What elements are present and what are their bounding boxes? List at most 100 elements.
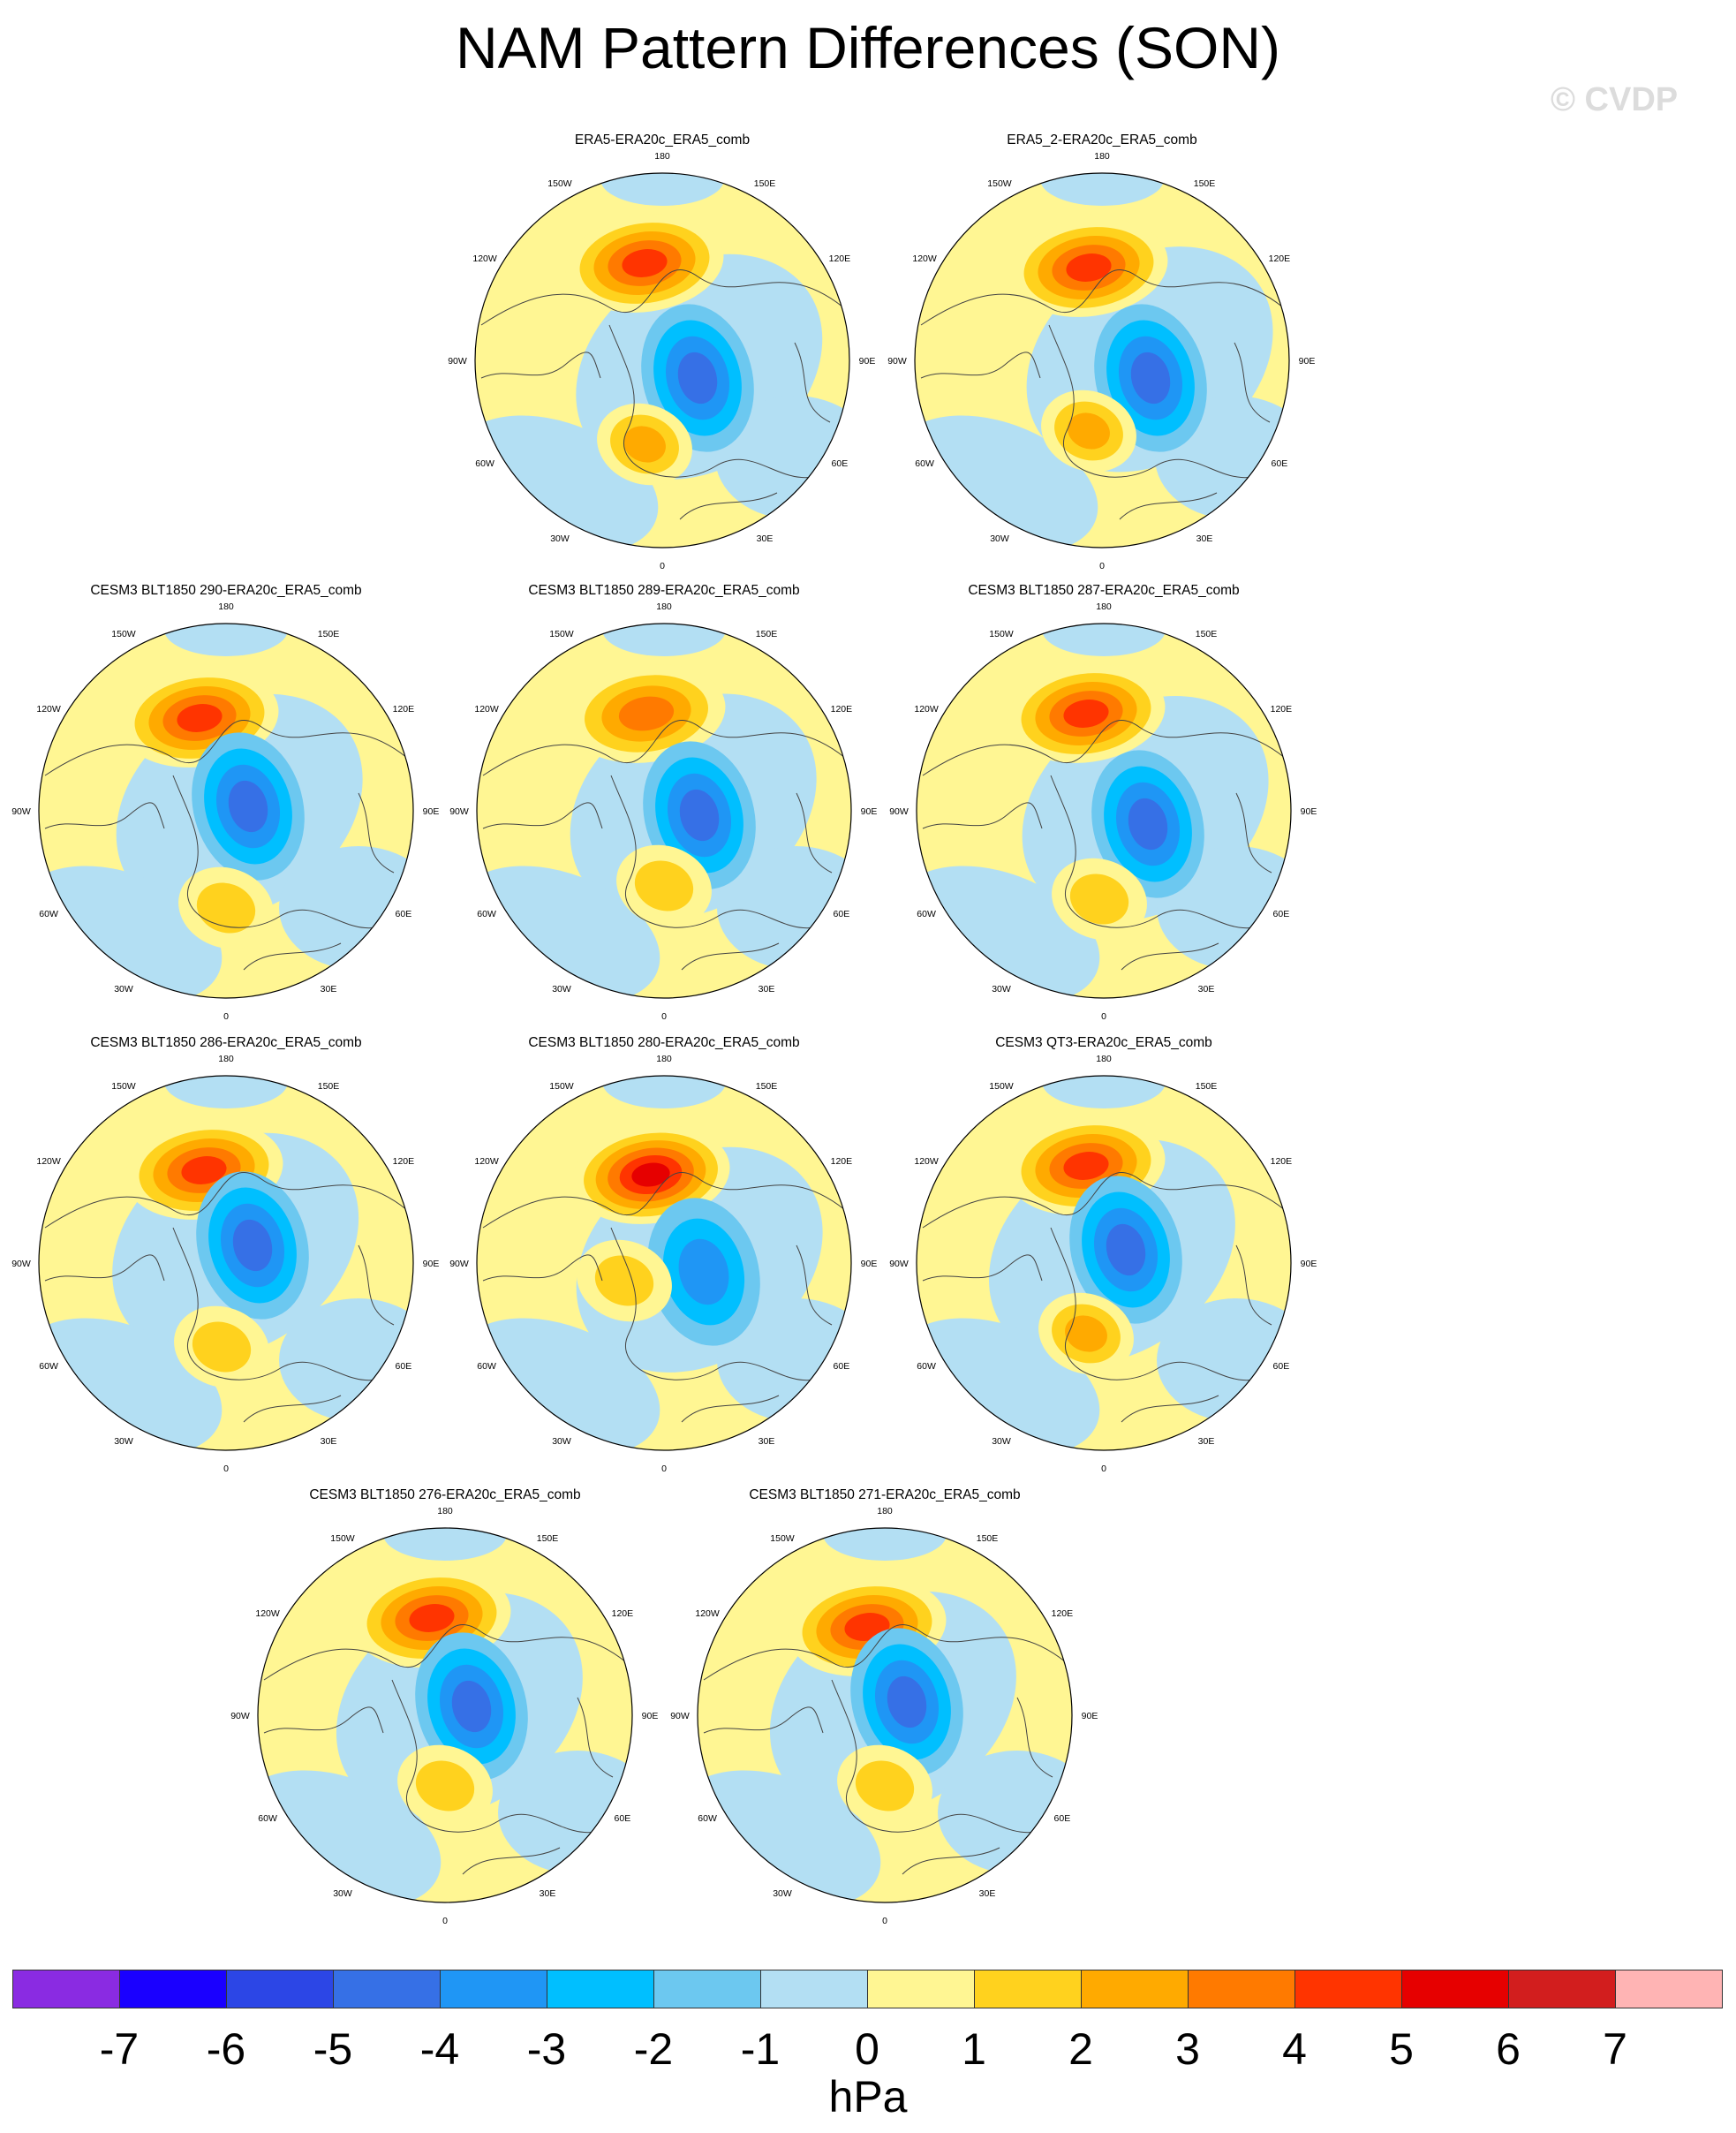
longitude-label: 30W [114, 984, 133, 995]
longitude-label: 120E [393, 704, 415, 715]
longitude-label: 180 [218, 1054, 234, 1064]
longitude-label: 0 [223, 1011, 229, 1022]
longitude-label: 90E [1301, 806, 1317, 817]
map-border [38, 623, 414, 999]
longitude-label: 60W [917, 1361, 936, 1372]
coastline [243, 942, 342, 971]
longitude-label: 150W [547, 178, 572, 189]
longitude-label: 90E [859, 356, 876, 367]
colorbar-swatch [653, 1970, 761, 2008]
coastline [44, 720, 408, 776]
colorbar-tick-label: 7 [1603, 2024, 1627, 2074]
longitude-label: 30E [1198, 1436, 1215, 1447]
longitude-label: 60E [396, 909, 412, 919]
longitude-label: 180 [1094, 151, 1110, 162]
coastline [577, 1697, 614, 1778]
longitude-label: 90E [423, 1259, 440, 1269]
colorbar-tick-label: -6 [206, 2024, 246, 2074]
longitude-label: 150E [1196, 1081, 1218, 1092]
polar-map: 180 150E 120E 90E 60E 30E 0 30W 60W 90W 120W 150W [670, 1506, 1098, 1926]
map-panel: ERA5-ERA20c_ERA5_comb 180 150E 120E 90E 60E 30… [448, 132, 875, 571]
polar-map: 180 150E 120E 90E 60E 30E 0 30W 60W 90W 120W 150W [449, 601, 877, 1022]
coastline [796, 1244, 833, 1326]
neg-asia-region [279, 1298, 413, 1422]
neg-pacific-region [164, 624, 288, 656]
neg-arctic-level-4 [677, 352, 718, 405]
longitude-label: 0 [1101, 1464, 1106, 1474]
coastline [391, 1679, 623, 1834]
longitude-label: 90W [889, 1259, 909, 1269]
longitude-label: 90W [449, 806, 469, 817]
longitude-label: 60E [1273, 909, 1290, 919]
longitude-label: 30E [1198, 984, 1215, 995]
map-border [914, 172, 1290, 548]
longitude-label: 90W [448, 356, 467, 367]
longitude-label: 60W [915, 458, 934, 469]
coastline [679, 492, 778, 520]
longitude-label: 60E [615, 1813, 631, 1824]
longitude-label: 150E [1194, 178, 1216, 189]
longitude-label: 120E [1269, 253, 1291, 264]
longitude-label: 150W [989, 629, 1014, 639]
polar-map: 180 150E 120E 90E 60E 30E 0 30W 60W 90W 120W 150W [448, 151, 875, 571]
coastline [794, 342, 831, 423]
longitude-label: 180 [1096, 601, 1112, 612]
colorbar-swatch [547, 1970, 654, 2008]
coastline [681, 942, 780, 971]
neg-pacific-region [600, 173, 724, 206]
pos-europe-level-2 [1069, 874, 1129, 925]
pos-europe-level-2 [594, 1255, 654, 1306]
neg-pacific-region [1040, 173, 1164, 206]
pos-pacific-level-5 [1066, 253, 1112, 282]
pos-europe-level-3 [623, 426, 666, 463]
map-border [916, 1075, 1292, 1451]
polar-map: 180 150E 120E 90E 60E 30E 0 30W 60W 90W 120W 150W [889, 601, 1317, 1022]
coastline [1050, 1227, 1281, 1381]
coastline [1234, 342, 1271, 423]
longitude-label: 90W [887, 356, 907, 367]
colorbar-swatch [1508, 1970, 1616, 2008]
longitude-label: 120E [831, 704, 853, 715]
coastline [681, 1395, 780, 1423]
watermark: © CVDP [1551, 81, 1679, 118]
panel-title: CESM3 BLT1850 271-ERA20c_ERA5_comb [749, 1487, 1021, 1502]
colorbar-swatch [1294, 1970, 1402, 2008]
longitude-label: 90E [861, 806, 878, 817]
neg-pacific-region [823, 1528, 947, 1561]
panel-title: CESM3 BLT1850 290-ERA20c_ERA5_comb [90, 583, 362, 598]
figure-title: NAM Pattern Differences (SON) [455, 15, 1281, 80]
map-border [697, 1527, 1073, 1903]
coastline [482, 1254, 603, 1282]
colorbar-tick-label: 0 [855, 2024, 879, 2074]
longitude-label: 0 [1099, 561, 1105, 571]
longitude-label: 30E [979, 1888, 996, 1899]
panel-title: CESM3 BLT1850 289-ERA20c_ERA5_comb [528, 583, 800, 598]
longitude-label: 120W [36, 704, 61, 715]
pos-pacific-level-5 [1063, 700, 1109, 728]
longitude-label: 30E [759, 984, 775, 995]
longitude-label: 180 [437, 1506, 453, 1517]
longitude-label: 180 [1096, 1054, 1112, 1064]
pos-europe-level-2 [192, 1321, 252, 1373]
neg-pacific-region [164, 1076, 288, 1108]
neg-pacific-region [1042, 1076, 1166, 1108]
longitude-label: 150W [549, 629, 574, 639]
pos-pacific-level-6 [631, 1162, 670, 1187]
longitude-label: 60E [834, 909, 850, 919]
coastline [1050, 775, 1281, 929]
pos-pacific-level-5 [181, 1156, 227, 1184]
polar-map: 180 150E 120E 90E 60E 30E 0 30W 60W 90W 120W 150W [230, 1506, 658, 1926]
colorbar-swatch [1188, 1970, 1295, 2008]
colorbar-swatch [440, 1970, 547, 2008]
longitude-label: 120E [831, 1156, 853, 1167]
coastline [610, 1227, 842, 1381]
longitude-label: 0 [442, 1916, 448, 1926]
polar-map: 180 150E 120E 90E 60E 30E 0 30W 60W 90W 120W 150W [11, 1054, 439, 1474]
pos-pacific-level-4 [618, 696, 675, 731]
coastline [263, 1624, 627, 1681]
longitude-label: 120E [1271, 704, 1293, 715]
longitude-label: 30E [1196, 533, 1213, 544]
coastline [902, 1847, 1000, 1875]
neg-pacific-region [602, 1076, 726, 1108]
longitude-label: 30W [552, 1436, 571, 1447]
